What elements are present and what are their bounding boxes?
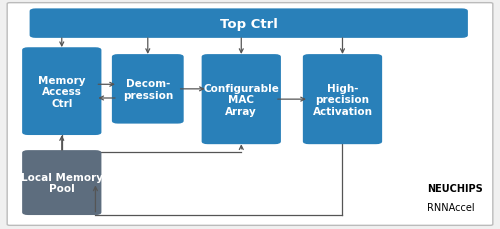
Text: Configurable
MAC
Array: Configurable MAC Array [204, 83, 279, 116]
FancyBboxPatch shape [303, 55, 382, 144]
FancyBboxPatch shape [7, 4, 493, 225]
Text: RNNAccel: RNNAccel [427, 202, 474, 212]
FancyBboxPatch shape [202, 55, 281, 144]
Text: Local Memory
Pool: Local Memory Pool [21, 172, 103, 194]
FancyBboxPatch shape [112, 55, 184, 124]
FancyBboxPatch shape [22, 48, 102, 135]
FancyBboxPatch shape [30, 9, 468, 39]
Text: Top Ctrl: Top Ctrl [220, 18, 278, 30]
Text: High-
precision
Activation: High- precision Activation [312, 83, 372, 116]
Text: Memory
Access
Ctrl: Memory Access Ctrl [38, 75, 86, 108]
Text: Decom-
pression: Decom- pression [122, 79, 173, 100]
FancyBboxPatch shape [22, 150, 102, 215]
Text: NEUCHIPS: NEUCHIPS [427, 183, 483, 194]
